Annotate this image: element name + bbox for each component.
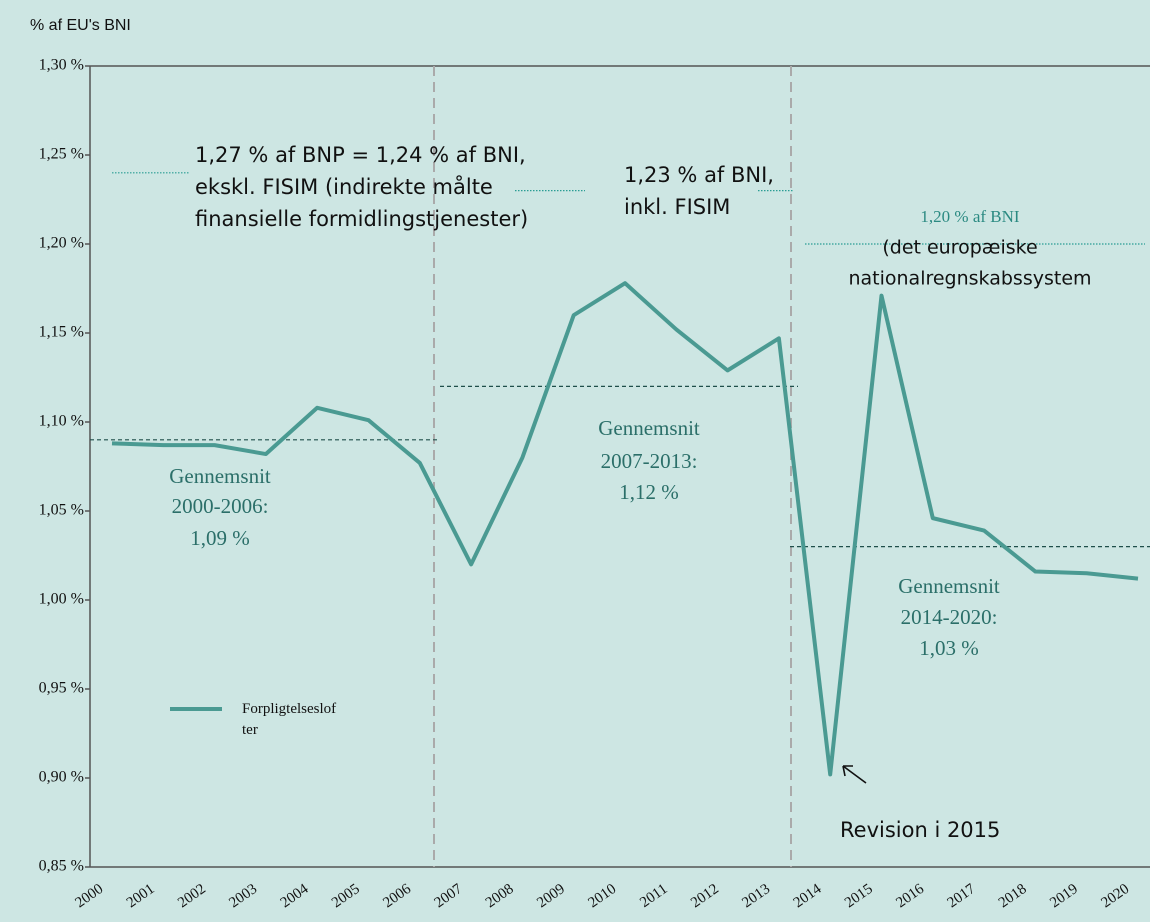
arrow: [842, 765, 867, 784]
average-label: 1,12 %: [619, 480, 679, 504]
y-tick-label: 0,90 %: [39, 769, 84, 786]
ceiling-label: 1,27 % af BNP = 1,24 % af BNI,: [195, 143, 526, 167]
ceiling-label: inkl. FISIM: [624, 195, 730, 219]
average-label: 2000-2006:: [172, 494, 269, 518]
ceiling-label: (det europæiske: [882, 237, 1037, 259]
y-tick-label: 1,00 %: [39, 591, 84, 608]
ceiling-label: nationalregnskabssystem: [848, 268, 1091, 290]
ceiling-label: ekskl. FISIM (indirekte målte: [195, 174, 493, 199]
average-label: Gennemsnit: [898, 574, 1000, 598]
legend-label: Forpligtelseslof ter: [242, 701, 336, 738]
average-label: Gennemsnit: [169, 464, 271, 488]
annotation: Revision i 2015: [840, 818, 1000, 842]
y-tick-label: 1,15 %: [39, 324, 84, 341]
ceiling-label: 1,20 % af BNI: [920, 207, 1019, 226]
average-label: 1,09 %: [190, 526, 250, 550]
ceiling-label: 1,23 % af BNI,: [624, 163, 774, 187]
average-label: 2014-2020:: [901, 605, 998, 629]
y-tick-label: 1,05 %: [39, 502, 84, 519]
average-label: 1,03 %: [919, 636, 979, 660]
average-label: Gennemsnit: [598, 416, 700, 440]
y-tick-label: 1,10 %: [39, 413, 84, 430]
ceiling-label: finansielle formidlingstjenester): [195, 207, 528, 231]
y-tick-label: 1,20 %: [39, 235, 84, 252]
y-tick-label: 1,30 %: [39, 57, 84, 74]
y-axis-label: % af EU's BNI: [30, 17, 131, 34]
average-label: 2007-2013:: [601, 449, 698, 473]
y-tick-label: 0,95 %: [39, 680, 84, 697]
y-tick-label: 1,25 %: [39, 146, 84, 163]
series-line: [111, 281, 1139, 777]
y-tick-label: 0,85 %: [39, 858, 84, 875]
